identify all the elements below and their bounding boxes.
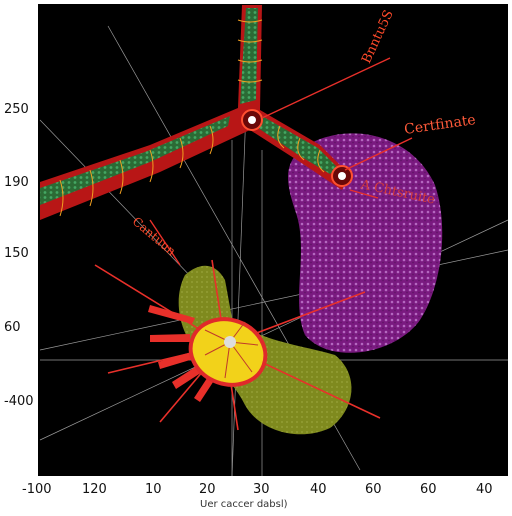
y-tick-label: 60 bbox=[4, 320, 21, 335]
x-tick-label: 10 bbox=[145, 482, 162, 497]
x-tick-label: 20 bbox=[199, 482, 216, 497]
x-tick-label: 40 bbox=[476, 482, 493, 497]
y-tick-label: 190 bbox=[4, 175, 29, 190]
x-tick-label: -100 bbox=[22, 482, 52, 497]
x-tick-label: 60 bbox=[365, 482, 382, 497]
x-axis-label: Uer caccer dabsl) bbox=[200, 499, 288, 510]
annotation-leaders bbox=[149, 57, 413, 266]
x-tick-label: 120 bbox=[82, 482, 107, 497]
y-tick-label: -400 bbox=[4, 394, 34, 409]
x-tick-label: 60 bbox=[420, 482, 437, 497]
x-tick-label: 40 bbox=[310, 482, 327, 497]
y-tick-label: 150 bbox=[4, 246, 29, 261]
blood-vessel bbox=[40, 5, 353, 220]
x-tick-label: 30 bbox=[253, 482, 270, 497]
tumor-core bbox=[188, 317, 268, 387]
y-tick-label: 250 bbox=[4, 102, 29, 117]
purple-mass bbox=[288, 133, 443, 353]
